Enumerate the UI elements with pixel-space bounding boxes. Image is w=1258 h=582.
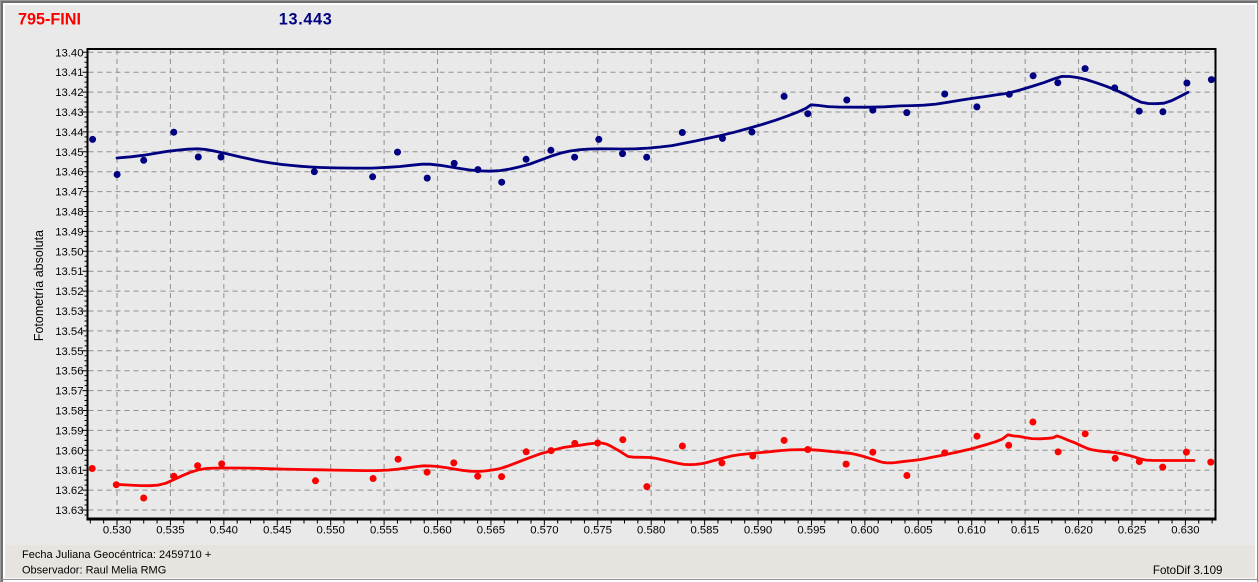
svg-text:13.54: 13.54 bbox=[55, 326, 83, 338]
svg-text:0.575: 0.575 bbox=[584, 525, 612, 537]
svg-text:0.535: 0.535 bbox=[156, 525, 184, 537]
svg-text:0.605: 0.605 bbox=[904, 525, 932, 537]
svg-text:0.545: 0.545 bbox=[263, 525, 291, 537]
svg-text:13.43: 13.43 bbox=[55, 107, 83, 119]
svg-text:0.625: 0.625 bbox=[1118, 525, 1146, 537]
svg-text:0.550: 0.550 bbox=[317, 525, 345, 537]
svg-text:13.40: 13.40 bbox=[55, 47, 83, 59]
svg-text:13.45: 13.45 bbox=[55, 147, 83, 159]
svg-text:0.590: 0.590 bbox=[744, 525, 772, 537]
svg-text:0.560: 0.560 bbox=[423, 525, 451, 537]
svg-text:13.42: 13.42 bbox=[55, 87, 83, 99]
svg-text:13.443: 13.443 bbox=[279, 11, 333, 29]
svg-text:13.48: 13.48 bbox=[55, 207, 83, 219]
svg-text:Observador: Raul Melia RMG: Observador: Raul Melia RMG bbox=[22, 565, 166, 577]
svg-text:13.58: 13.58 bbox=[55, 406, 83, 418]
svg-text:13.50: 13.50 bbox=[55, 246, 83, 258]
svg-text:0.580: 0.580 bbox=[637, 525, 665, 537]
svg-text:13.44: 13.44 bbox=[55, 127, 83, 139]
svg-text:795-FINI: 795-FINI bbox=[18, 11, 81, 29]
svg-text:0.615: 0.615 bbox=[1011, 525, 1039, 537]
svg-text:13.63: 13.63 bbox=[55, 505, 83, 517]
svg-text:0.555: 0.555 bbox=[370, 525, 398, 537]
svg-text:Fotometría absoluta: Fotometría absoluta bbox=[32, 230, 46, 341]
svg-text:13.62: 13.62 bbox=[55, 485, 83, 497]
svg-text:13.57: 13.57 bbox=[55, 386, 83, 398]
svg-text:Fecha Juliana Geocéntrica: 245: Fecha Juliana Geocéntrica: 2459710 + bbox=[22, 549, 211, 561]
svg-text:13.59: 13.59 bbox=[55, 425, 83, 437]
svg-text:0.530: 0.530 bbox=[103, 525, 131, 537]
svg-text:13.46: 13.46 bbox=[55, 167, 83, 179]
svg-text:0.585: 0.585 bbox=[690, 525, 718, 537]
svg-text:0.570: 0.570 bbox=[530, 525, 558, 537]
svg-text:13.61: 13.61 bbox=[55, 465, 83, 477]
svg-text:13.60: 13.60 bbox=[55, 445, 83, 457]
svg-text:FotoDif 3.109: FotoDif 3.109 bbox=[1153, 564, 1223, 577]
svg-text:0.595: 0.595 bbox=[797, 525, 825, 537]
svg-text:13.47: 13.47 bbox=[55, 187, 83, 199]
svg-text:13.52: 13.52 bbox=[55, 286, 83, 298]
svg-text:13.53: 13.53 bbox=[55, 306, 83, 318]
svg-text:0.610: 0.610 bbox=[958, 525, 986, 537]
svg-text:0.600: 0.600 bbox=[851, 525, 879, 537]
svg-text:0.620: 0.620 bbox=[1064, 525, 1092, 537]
svg-text:13.51: 13.51 bbox=[55, 266, 83, 278]
svg-text:13.49: 13.49 bbox=[55, 226, 83, 238]
svg-text:0.630: 0.630 bbox=[1171, 525, 1199, 537]
svg-text:13.56: 13.56 bbox=[55, 366, 83, 378]
svg-text:0.565: 0.565 bbox=[477, 525, 505, 537]
svg-text:13.55: 13.55 bbox=[55, 346, 83, 358]
svg-text:0.540: 0.540 bbox=[210, 525, 238, 537]
svg-text:13.41: 13.41 bbox=[55, 67, 83, 79]
